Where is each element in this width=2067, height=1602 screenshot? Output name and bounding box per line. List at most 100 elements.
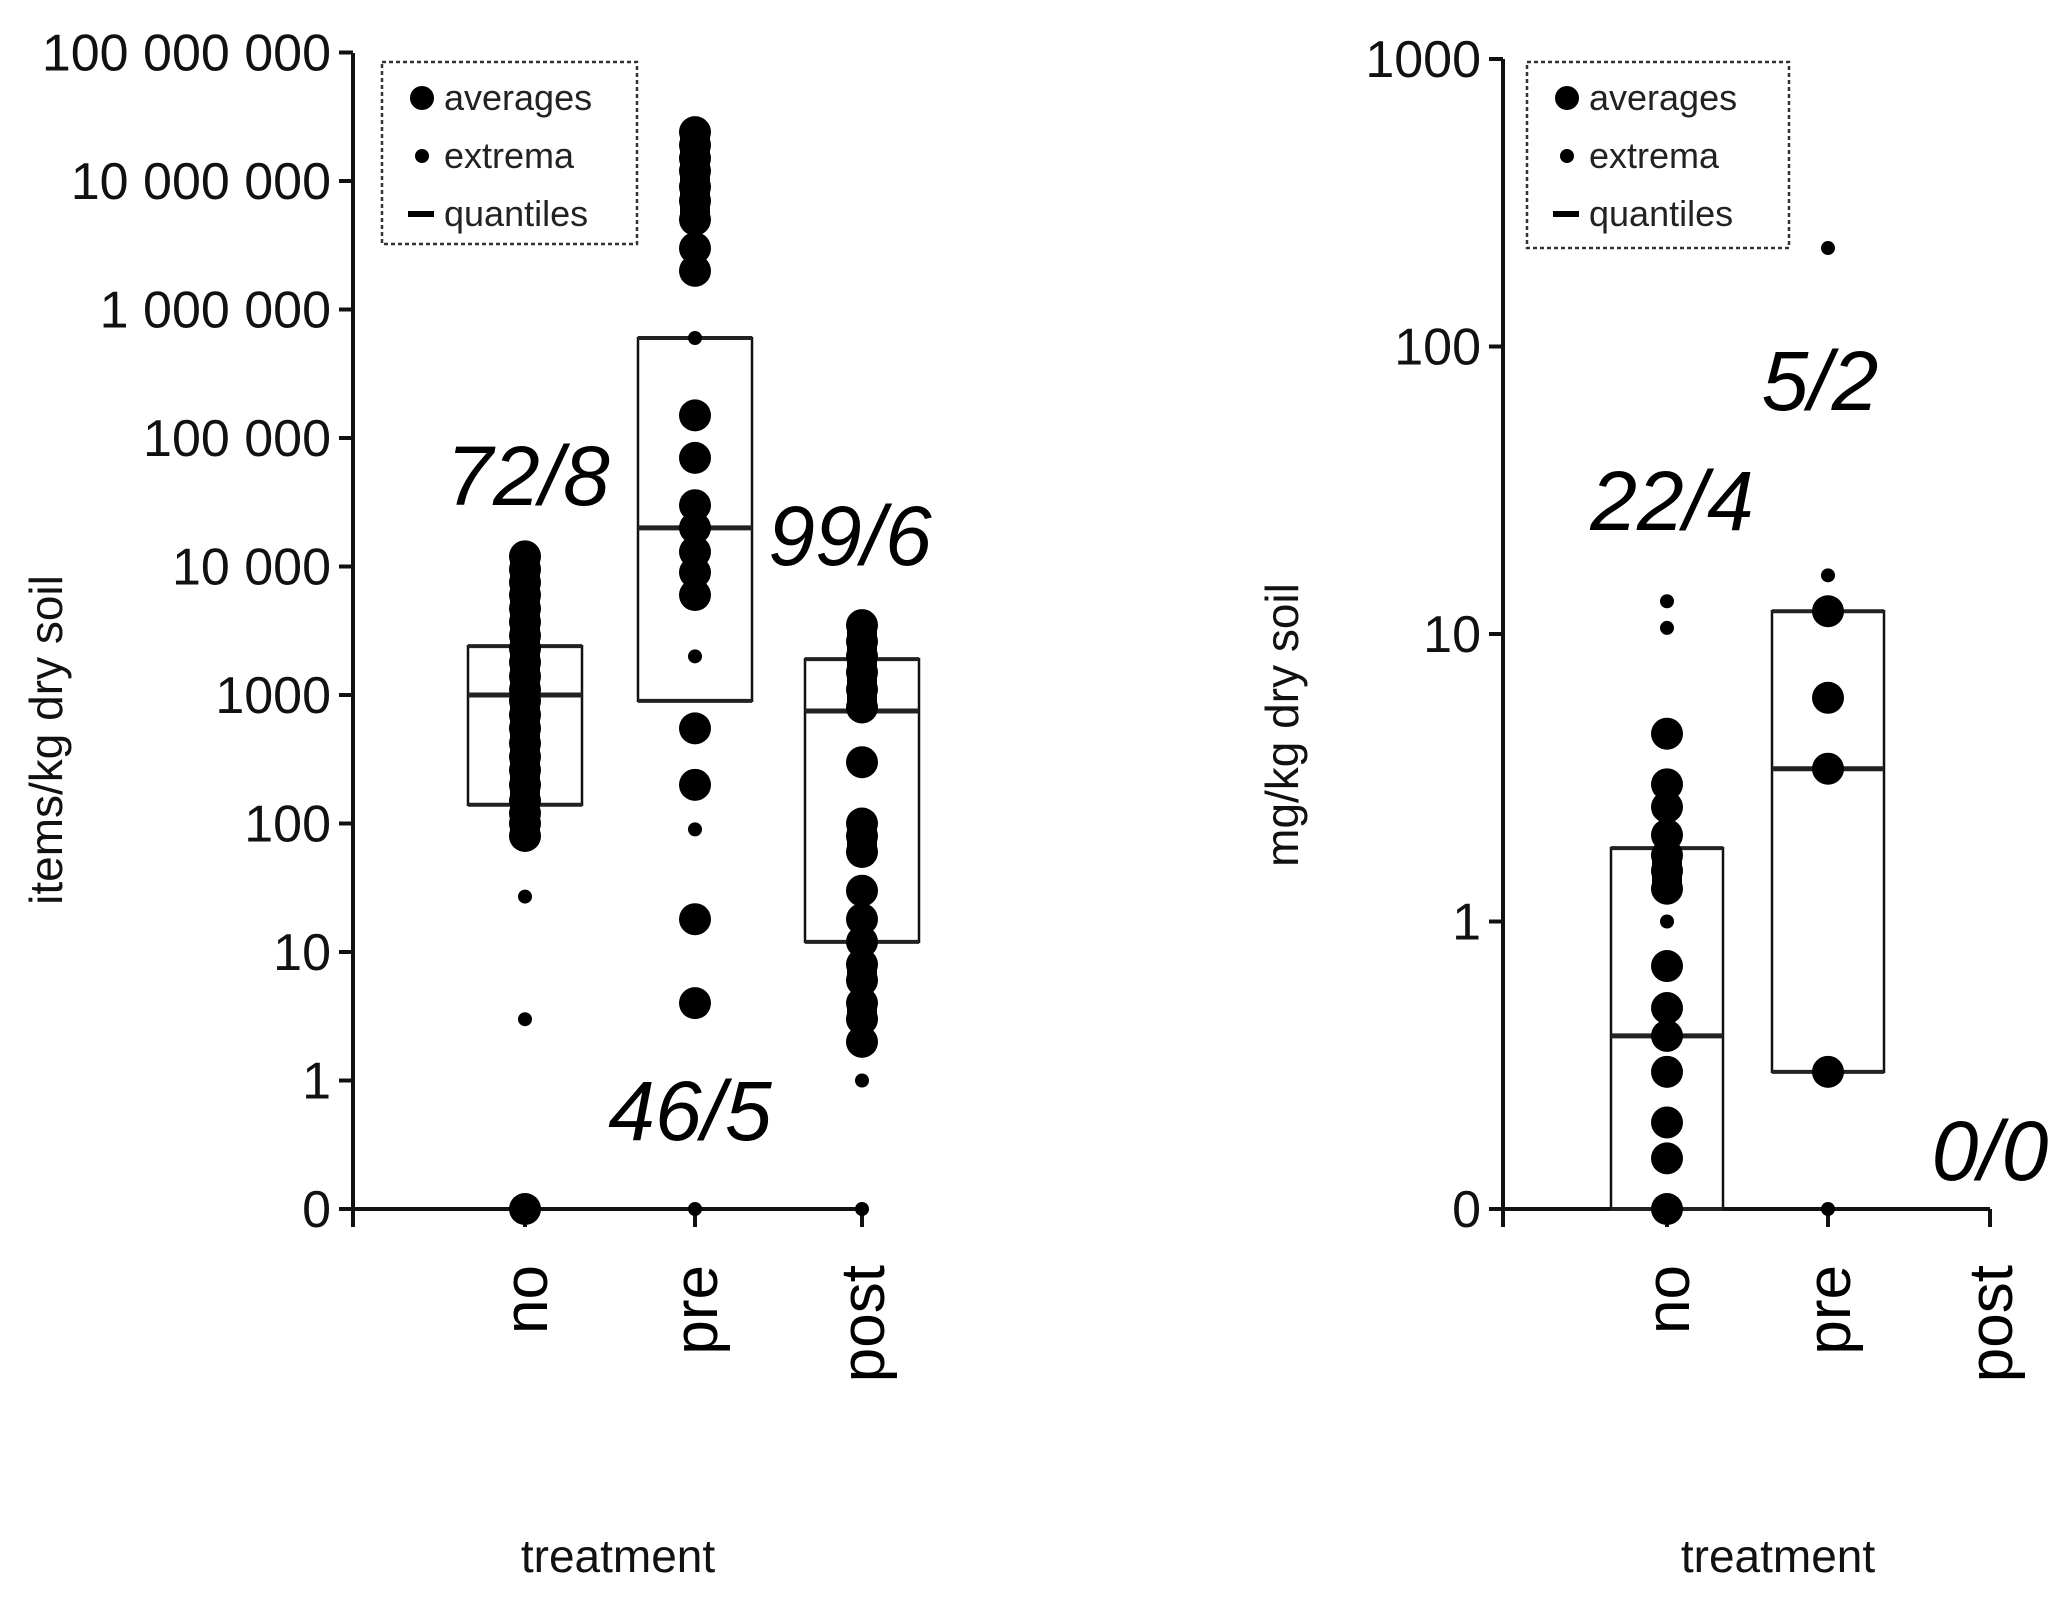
extremum-point	[1821, 241, 1835, 256]
y-tick-label: 1	[1452, 894, 1481, 952]
x-tick-label-pre: pre	[1795, 1265, 1864, 1355]
left-y-axis-title: items/kg dry soil	[20, 575, 72, 905]
extremum-point	[1660, 620, 1674, 635]
count-annotation-no: 22/4	[1589, 454, 1754, 548]
average-point	[509, 540, 541, 573]
extremum-point	[688, 822, 702, 837]
count-annotation-pre: 46/5	[608, 1064, 772, 1158]
count-annotation-post: 0/0	[1932, 1104, 2049, 1198]
y-tick-label: 10	[273, 924, 331, 982]
y-tick-label: 100 000	[143, 410, 331, 468]
right-axes: 0 1 10 100 1000 no pre post	[1365, 31, 2026, 1382]
average-point	[679, 116, 711, 149]
average-point	[679, 232, 711, 265]
average-point	[846, 746, 878, 779]
average-point	[679, 712, 711, 745]
average-point	[679, 441, 711, 474]
extremum-point	[1660, 914, 1674, 929]
x-tick-label-post: post	[1957, 1265, 2026, 1382]
legend-label-extrema: extrema	[1589, 135, 1720, 176]
average-point	[1651, 768, 1683, 801]
right-legend: averages extrema quantiles	[1525, 60, 1791, 250]
y-tick-label: 10 000	[172, 539, 331, 597]
average-point	[679, 535, 711, 568]
extremum-point	[518, 889, 532, 904]
y-tick-label: 0	[302, 1181, 331, 1239]
average-point	[679, 768, 711, 801]
average-point	[846, 948, 878, 981]
average-point	[679, 511, 711, 544]
average-point	[1651, 717, 1683, 750]
average-point	[679, 579, 711, 612]
average-point	[679, 489, 711, 522]
average-point	[1812, 595, 1844, 628]
legend-extrema-icon	[415, 149, 429, 163]
legend-averages-icon	[1555, 86, 1579, 110]
count-annotation-post: 99/6	[768, 489, 932, 583]
extremum-point	[688, 1202, 702, 1216]
average-point	[1651, 1106, 1683, 1139]
legend-label-quantiles: quantiles	[1589, 193, 1733, 234]
extremum-point	[688, 649, 702, 664]
average-point	[846, 609, 878, 642]
legend-extrema-icon	[1560, 149, 1574, 163]
y-tick-label: 0	[1452, 1181, 1481, 1239]
average-point	[846, 903, 878, 936]
average-point	[1651, 818, 1683, 851]
left-x-axis-title: treatment	[521, 1530, 716, 1582]
average-point	[1651, 1055, 1683, 1088]
extremum-point	[855, 1202, 869, 1216]
extremum-point	[1660, 594, 1674, 609]
x-tick-label-pre: pre	[662, 1265, 731, 1355]
legend-label-averages: averages	[444, 77, 592, 118]
quantile-box-pre	[1770, 609, 1886, 1074]
left-annotations: 72/8 46/5 99/6	[446, 429, 932, 1158]
average-point	[1651, 1193, 1683, 1225]
x-tick-label-no: no	[492, 1265, 561, 1334]
extremum-point	[518, 1012, 532, 1027]
legend-averages-icon	[410, 86, 434, 110]
average-point	[679, 903, 711, 936]
average-point	[679, 254, 711, 287]
average-point	[1812, 1055, 1844, 1088]
count-annotation-pre: 5/2	[1762, 334, 1879, 428]
legend-label-quantiles: quantiles	[444, 193, 588, 234]
y-tick-label: 1 000 000	[100, 282, 331, 340]
y-tick-label: 100	[1394, 319, 1481, 377]
extremum-point	[1821, 568, 1835, 583]
y-tick-label: 100	[244, 796, 331, 854]
average-point	[846, 925, 878, 958]
extremum-point	[1821, 1202, 1835, 1216]
right-points	[1651, 241, 1844, 1225]
average-point	[1651, 1019, 1683, 1052]
average-point	[1651, 1142, 1683, 1175]
y-tick-label: 1000	[215, 667, 331, 725]
right-annotations: 22/45/2 0/0	[1589, 334, 2048, 1198]
left-panel-items-per-kg: 0 1 10 100 1000 10 000 100 000 1 000 000 10 000 …	[20, 25, 932, 1583]
average-point	[679, 399, 711, 432]
left-points	[509, 116, 878, 1225]
y-tick-label: 10	[1423, 606, 1481, 664]
average-point	[846, 987, 878, 1020]
extremum-point	[855, 1073, 869, 1088]
legend-label-averages: averages	[1589, 77, 1737, 118]
right-panel-mg-per-kg: 0 1 10 100 1000 no pre post 22/45/2 0/0 averages…	[1256, 31, 2049, 1582]
right-y-axis-title: mg/kg dry soil	[1256, 583, 1308, 867]
right-x-axis-title: treatment	[1681, 1530, 1876, 1582]
average-point	[1651, 791, 1683, 824]
extremum-point	[688, 331, 702, 346]
average-point	[1812, 681, 1844, 714]
average-point	[1651, 950, 1683, 983]
left-axes: 0 1 10 100 1000 10 000 100 000 1 000 000 10 000 …	[42, 25, 898, 1383]
average-point	[846, 807, 878, 840]
average-point	[846, 1025, 878, 1058]
average-point	[679, 987, 711, 1020]
left-legend: averages extrema quantiles	[380, 60, 639, 246]
y-tick-label: 1	[302, 1053, 331, 1111]
y-tick-label: 100 000 000	[42, 25, 331, 83]
average-point	[846, 874, 878, 907]
x-tick-label-no: no	[1634, 1265, 1703, 1334]
count-annotation-no: 72/8	[446, 429, 610, 523]
average-point	[509, 1193, 541, 1225]
y-tick-label: 10 000 000	[71, 153, 331, 211]
